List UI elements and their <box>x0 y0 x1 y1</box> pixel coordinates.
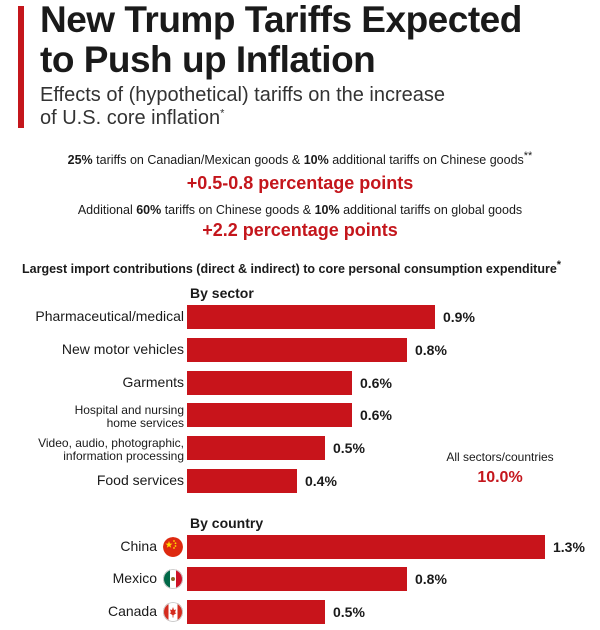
bar-new-motor-vehicles <box>187 338 407 362</box>
subtitle-footnote-mark: * <box>220 107 225 120</box>
category-label-garments: Garments <box>122 374 184 390</box>
scenario-2-value: +2.2 percentage points <box>202 220 398 240</box>
chart-subtitle: Effects of (hypothetical) tariffs on the… <box>40 84 580 130</box>
bar-garments <box>187 371 352 395</box>
by-country-title: By country <box>190 515 264 531</box>
section-heading: Largest import contributions (direct & i… <box>22 258 592 276</box>
all-sectors-label: All sectors/countries <box>446 450 554 464</box>
category-label-video-audio-photographic-information-processing: Video, audio, photographic, information p… <box>38 437 184 463</box>
subtitle-line-2: of U.S. core inflation* <box>40 107 580 130</box>
value-label-canada: 0.5% <box>333 604 365 620</box>
bar-canada <box>187 600 325 624</box>
section-heading-footnote-mark: * <box>556 258 562 271</box>
scenario-2-pct1: 60% <box>136 203 162 217</box>
category-label-hospital-and-nursing-home-services: Hospital and nursing home services <box>75 404 184 430</box>
scenario-2-description: Additional 60% tariffs on Chinese goods … <box>0 203 600 217</box>
category-label-new-motor-vehicles: New motor vehicles <box>61 341 184 357</box>
subtitle-line-2-text: of U.S. core inflation <box>40 107 221 129</box>
value-label-mexico: 0.8% <box>415 571 447 587</box>
bar-video-audio-photographic-information-processing <box>187 436 325 460</box>
title-accent-bar <box>18 6 24 128</box>
chart-title: New Trump Tariffs Expected to Push up In… <box>40 0 590 80</box>
scenario-1-value: +0.5-0.8 percentage points <box>186 173 414 193</box>
canada-flag-icon <box>163 602 183 622</box>
scenario-2-text1: tariffs on Chinese goods & <box>161 203 315 217</box>
value-label-food-services: 0.4% <box>305 473 337 489</box>
category-label-hospital-and-nursing-home-services-line-1: Hospital and nursing <box>74 403 184 417</box>
category-label-canada: Canada <box>107 603 157 619</box>
category-label-china: China <box>120 538 157 554</box>
section-heading-text: Largest import contributions (direct & i… <box>22 262 557 276</box>
value-label-hospital-and-nursing-home-services: 0.6% <box>360 407 392 423</box>
value-label-china: 1.3% <box>553 539 585 555</box>
category-label-video-audio-photographic-information-processing-line-2: information processing <box>63 449 184 463</box>
bar-mexico <box>187 567 407 591</box>
value-label-new-motor-vehicles: 0.8% <box>415 342 447 358</box>
scenario-1-description: 25% tariffs on Canadian/Mexican goods & … <box>0 149 600 167</box>
scenario-1-pct2: 10% <box>303 153 329 167</box>
bar-food-services <box>187 469 297 493</box>
mexico-flag-icon <box>163 569 183 589</box>
value-label-video-audio-photographic-information-processing: 0.5% <box>333 440 365 456</box>
bar-china <box>187 535 545 559</box>
scenario-1-text1: tariffs on Canadian/Mexican goods & <box>92 153 304 167</box>
title-line-2: to Push up Inflation <box>40 39 376 80</box>
all-sectors-value: 10.0% <box>477 469 523 486</box>
category-label-pharmaceutical-medical: Pharmaceutical/medical <box>35 308 184 324</box>
scenario-2-pct2: 10% <box>314 203 340 217</box>
bar-pharmaceutical-medical <box>187 305 435 329</box>
value-label-pharmaceutical-medical: 0.9% <box>443 309 475 325</box>
category-label-food-services: Food services <box>96 472 184 488</box>
bar-hospital-and-nursing-home-services <box>187 403 352 427</box>
title-line-1: New Trump Tariffs Expected <box>40 0 522 40</box>
category-label-mexico: Mexico <box>112 570 157 586</box>
scenario-1-footnote-mark: ** <box>523 149 533 162</box>
scenario-2-text0: Additional <box>77 203 137 217</box>
category-label-video-audio-photographic-information-processing-line-1: Video, audio, photographic, <box>38 436 184 450</box>
category-label-hospital-and-nursing-home-services-line-2: home services <box>106 416 184 430</box>
scenario-1-text2: additional tariffs on Chinese goods <box>328 153 524 167</box>
china-flag-icon <box>163 537 183 557</box>
subtitle-line-1: Effects of (hypothetical) tariffs on the… <box>40 84 446 106</box>
scenario-1-pct1: 25% <box>67 153 93 167</box>
value-label-garments: 0.6% <box>360 375 392 391</box>
by-sector-title: By sector <box>190 285 254 301</box>
scenario-2-text2: additional tariffs on global goods <box>339 203 523 217</box>
